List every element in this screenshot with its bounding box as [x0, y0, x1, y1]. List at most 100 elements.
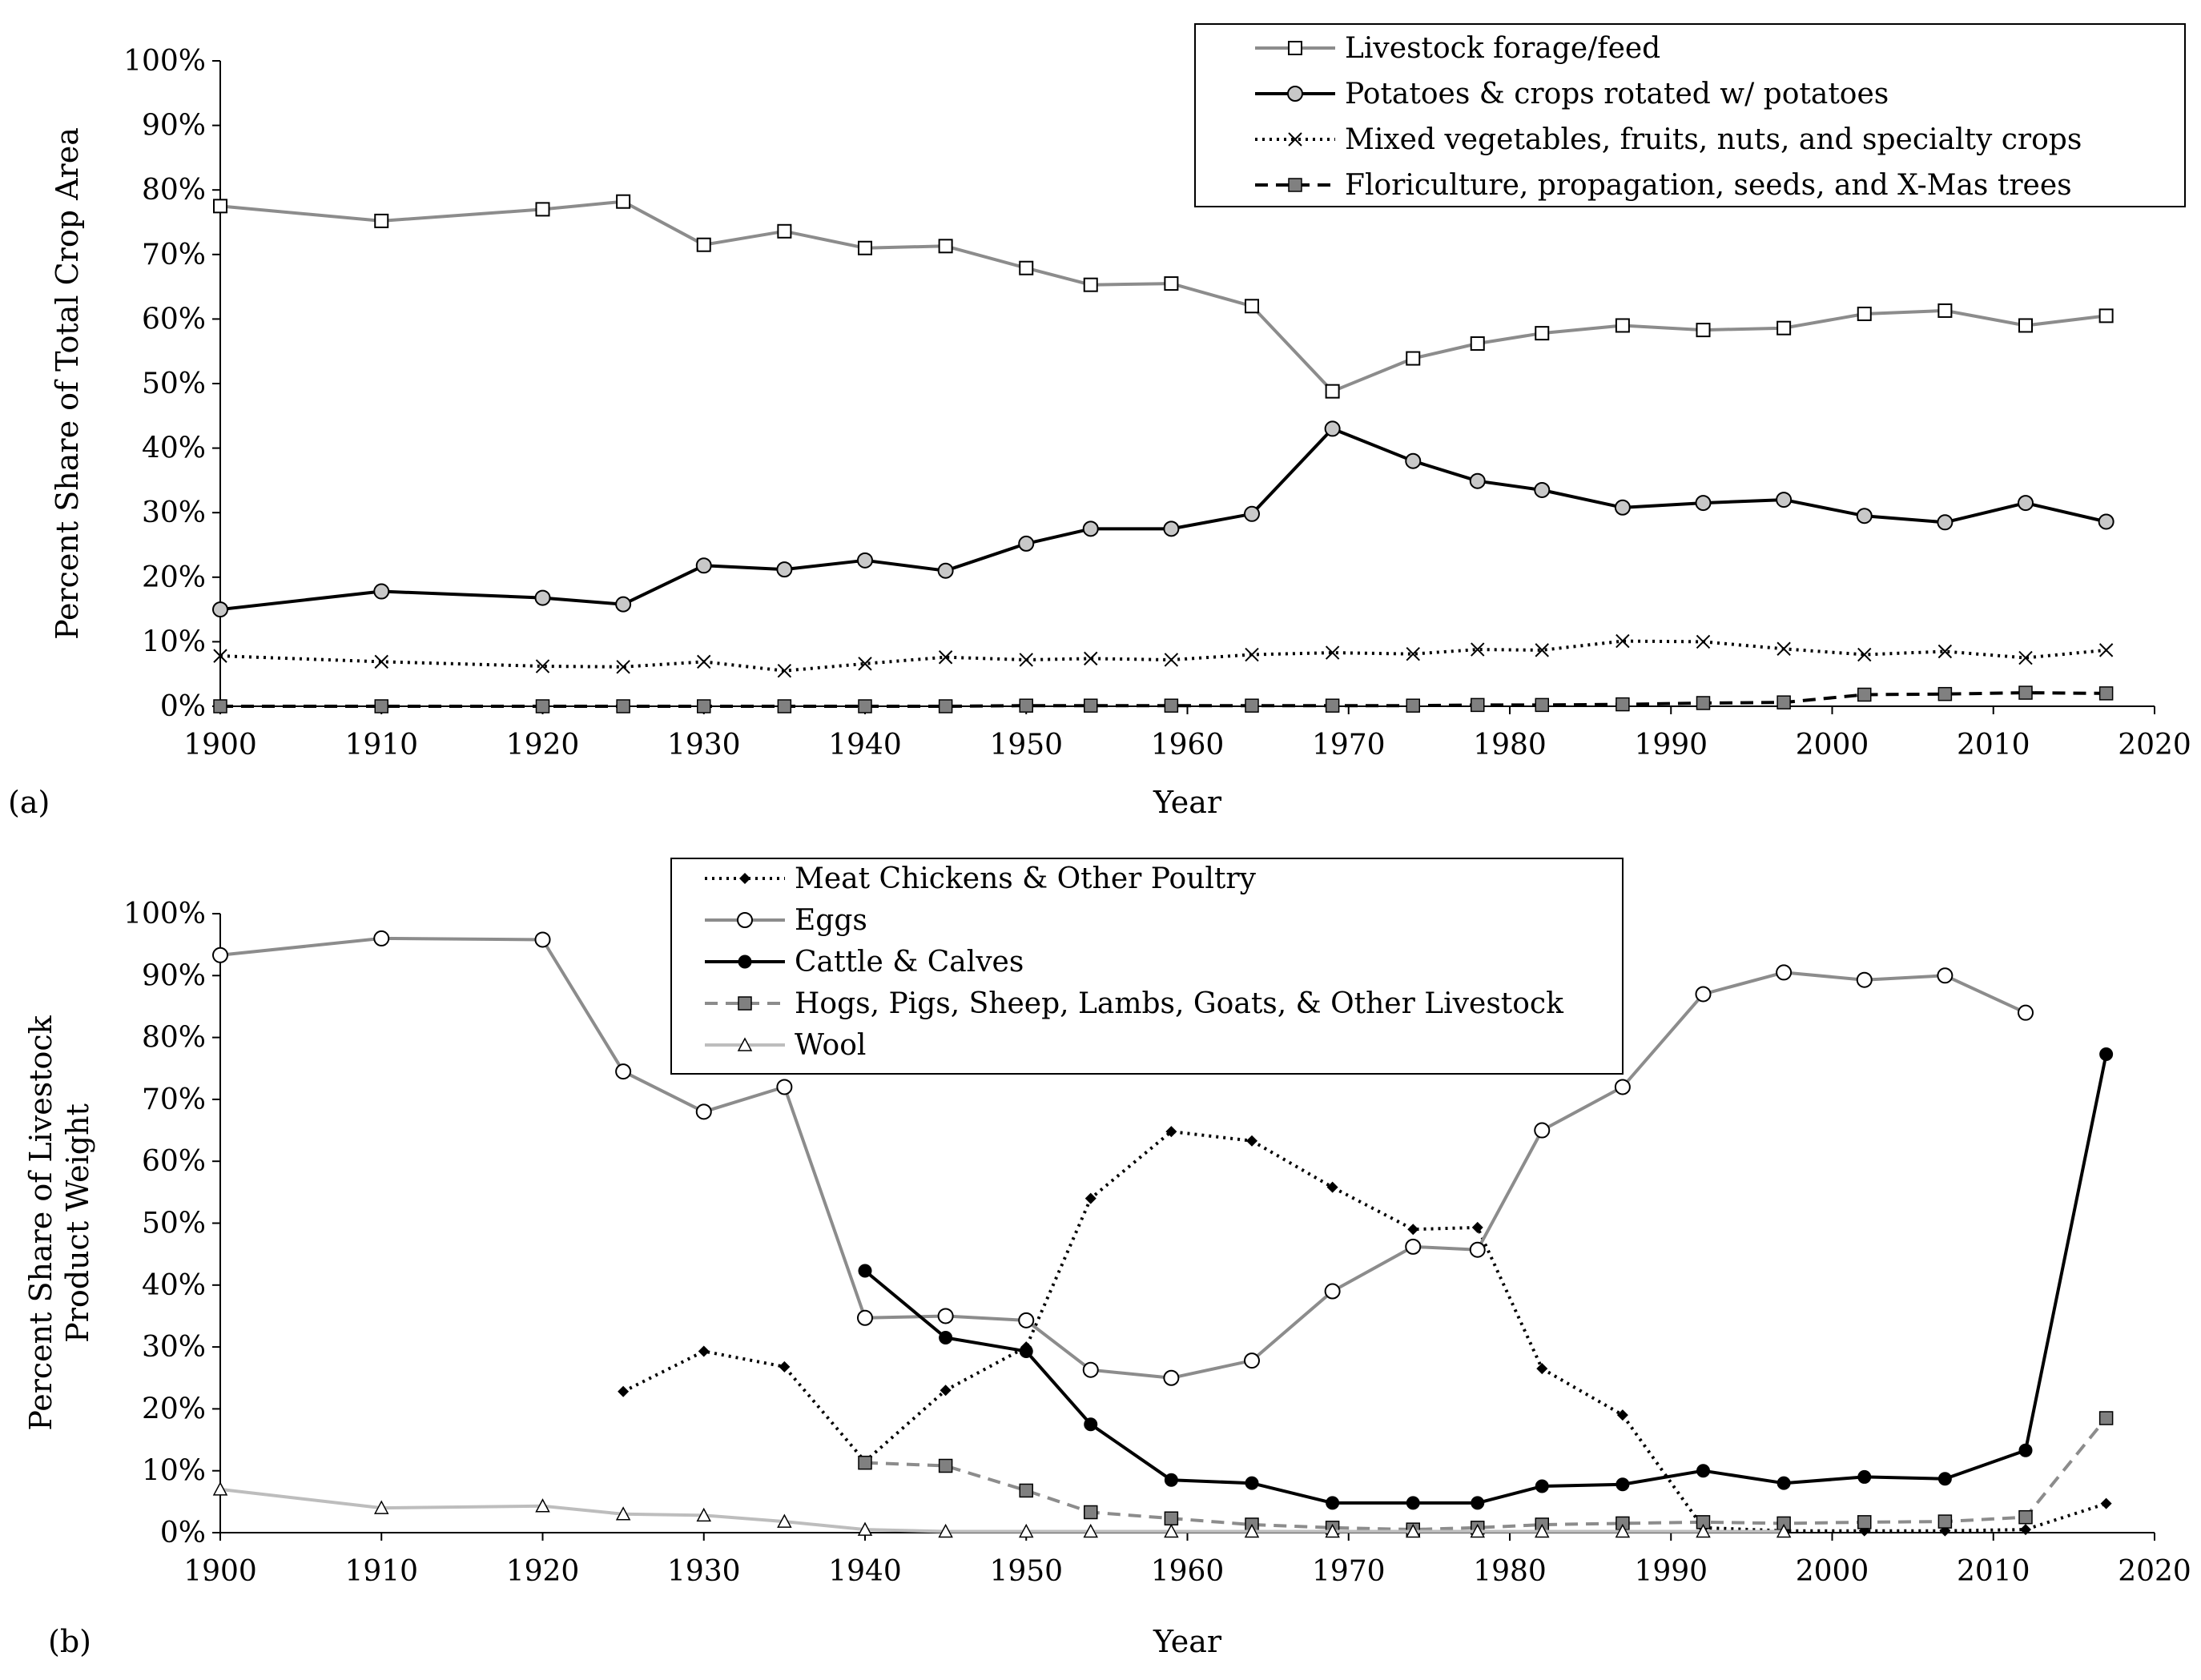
data-point [1406, 1523, 1421, 1538]
data-point [535, 202, 550, 217]
data-point [1164, 276, 1179, 291]
data-point [1405, 1238, 1422, 1255]
series-line [219, 199, 2106, 393]
data-point [858, 1264, 872, 1278]
data-point [696, 1507, 711, 1522]
data-point [1245, 1476, 1259, 1490]
x-tick-label: 1940 [828, 1555, 902, 1588]
data-point [1470, 1523, 1485, 1538]
data-point [858, 699, 872, 713]
data-point [1616, 633, 1630, 649]
data-point [1084, 1505, 1098, 1520]
legend-label: Meat Chickens & Other Poultry [795, 862, 1257, 895]
y-tick-label: 50% [142, 368, 206, 400]
data-point [213, 199, 227, 214]
data-point [1406, 698, 1420, 713]
data-point [1616, 1477, 1630, 1492]
data-point [213, 699, 227, 713]
data-point [2099, 1047, 2114, 1061]
data-point [1696, 323, 1711, 338]
x-tick-label: 1960 [1151, 729, 1225, 762]
data-point [777, 699, 792, 713]
data-point [776, 561, 793, 578]
data-point [697, 699, 711, 713]
data-point [1019, 698, 1033, 713]
data-point [1857, 647, 1872, 662]
y-tick-label: 20% [142, 561, 206, 594]
data-point [2018, 650, 2033, 665]
data-point [1535, 697, 1549, 713]
data-point [615, 1063, 632, 1080]
data-point [777, 663, 792, 678]
y-tick-label: 10% [142, 625, 206, 658]
data-point [858, 657, 872, 671]
data-point [937, 1308, 954, 1324]
x-tick-label: 1920 [506, 729, 580, 762]
data-point [2098, 686, 2114, 701]
series-line [864, 1417, 2108, 1532]
data-point [616, 660, 630, 674]
data-point [1616, 697, 1630, 712]
legend-marker [1288, 132, 1302, 147]
data-point [1163, 520, 1180, 537]
x-axis-title: Year [1153, 1624, 1222, 1659]
data-point [1082, 520, 1099, 537]
legend-label: Mixed vegetables, fruits, nuts, and spec… [1345, 123, 2082, 156]
data-point [1325, 698, 1340, 713]
data-point [1937, 514, 1954, 531]
data-point [2018, 495, 2034, 512]
data-point [2098, 643, 2114, 657]
data-point [2018, 685, 2033, 700]
legend-label: Floriculture, propagation, seeds, and X-… [1345, 169, 2072, 202]
data-point [1776, 1523, 1792, 1538]
x-tick-label: 1970 [1312, 1555, 1386, 1588]
series-a-4 [213, 685, 2114, 713]
legend-marker [738, 996, 752, 1011]
x-tick-label: 1920 [506, 1555, 580, 1588]
y-tick-label: 60% [142, 1145, 206, 1178]
series-line [622, 1130, 2107, 1533]
series-b-1 [618, 1126, 2112, 1537]
x-tick-label: 1980 [1473, 729, 1547, 762]
x-axis-title: Year [1153, 785, 1222, 820]
data-point [374, 213, 389, 228]
data-point [1535, 643, 1549, 657]
data-point [1245, 299, 1259, 314]
data-point [777, 223, 792, 239]
data-point [212, 601, 228, 618]
data-point [697, 654, 711, 669]
data-point [937, 562, 954, 579]
x-tick-label: 2020 [2118, 729, 2191, 762]
y-axis-title-line: Product Weight [60, 1103, 95, 1343]
data-point [1536, 1363, 1548, 1375]
data-point [2098, 308, 2114, 324]
data-point [535, 659, 550, 673]
y-tick-label: 90% [142, 959, 206, 992]
y-tick-label: 90% [142, 110, 206, 143]
data-point [940, 1385, 952, 1397]
y-tick-label: 10% [142, 1455, 206, 1488]
y-tick-label: 50% [142, 1208, 206, 1240]
panel-label: (a) [8, 785, 50, 820]
data-point [1244, 1523, 1260, 1538]
y-tick-label: 80% [142, 174, 206, 207]
data-point [1937, 686, 1953, 701]
y-tick-label: 40% [142, 1269, 206, 1302]
data-point [696, 237, 711, 252]
data-point [1535, 1479, 1549, 1493]
data-point [2020, 1524, 2031, 1536]
y-axis-title: Percent Share of Total Crop Area [50, 127, 85, 640]
data-point [1534, 481, 1551, 498]
data-point [2018, 318, 2033, 333]
data-point [213, 649, 227, 663]
data-point [1164, 1511, 1179, 1525]
x-tick-label: 1990 [1634, 1555, 1708, 1588]
data-point [1164, 1523, 1179, 1538]
data-point [1018, 535, 1035, 552]
x-tick-label: 1930 [667, 729, 741, 762]
data-point [1084, 698, 1098, 713]
data-point [1535, 326, 1550, 341]
y-tick-label: 0% [160, 1517, 206, 1549]
series-line [219, 427, 2107, 612]
data-point [373, 583, 390, 600]
